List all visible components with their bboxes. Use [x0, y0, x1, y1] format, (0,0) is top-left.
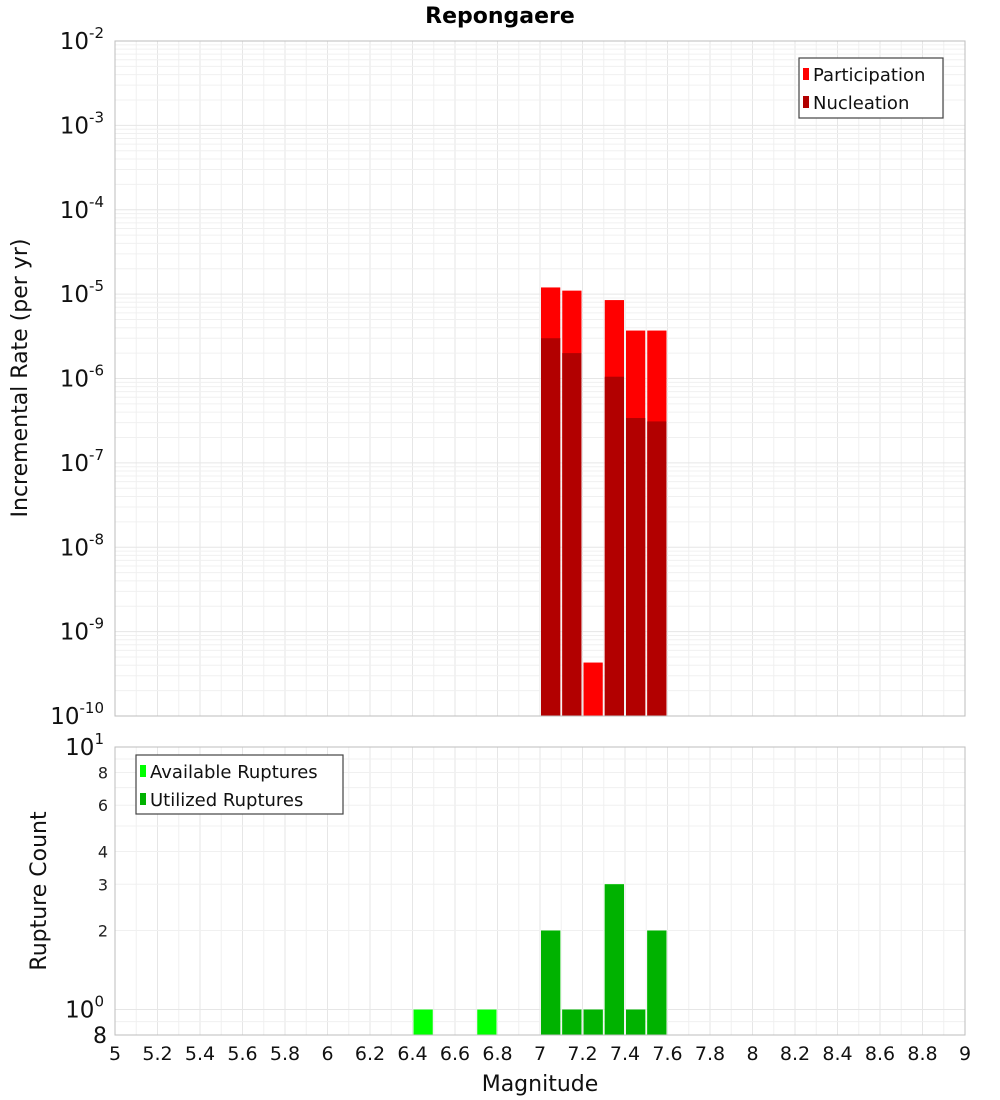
count-bar — [413, 1009, 433, 1035]
rate-y-tick-label: 10-6 — [60, 362, 104, 393]
x-tick-label: 6 — [321, 1043, 333, 1065]
count-bar — [626, 1009, 646, 1035]
x-tick-label: 8.2 — [780, 1043, 810, 1065]
count-bar — [541, 930, 561, 1035]
rate-legend-label: Participation — [813, 65, 925, 86]
rate-y-tick-label: 10-4 — [60, 193, 104, 224]
rate-y-tick-label: 10-8 — [60, 530, 104, 561]
rate-bar — [604, 376, 624, 716]
count-bar — [477, 1009, 497, 1035]
x-tick-label: 6.2 — [355, 1043, 385, 1065]
count-y-axis-label: Rupture Count — [27, 811, 52, 971]
rate-bar — [583, 662, 603, 716]
x-tick-label: 5.8 — [270, 1043, 300, 1065]
count-bar — [562, 1009, 582, 1035]
x-tick-label: 6.4 — [397, 1043, 427, 1065]
count-bar — [647, 930, 667, 1035]
rate-legend-swatch — [803, 96, 809, 108]
x-tick-label: 7 — [534, 1043, 546, 1065]
rate-bar — [626, 418, 646, 716]
rate-y-axis-label: Incremental Rate (per yr) — [8, 239, 33, 518]
count-y-tick-label: 101 — [65, 730, 104, 761]
count-legend-swatch — [140, 765, 146, 777]
x-tick-label: 7.2 — [567, 1043, 597, 1065]
count-legend-label: Utilized Ruptures — [150, 790, 303, 811]
rate-legend-label: Nucleation — [813, 93, 909, 114]
rate-y-tick-label: 10-7 — [60, 446, 104, 477]
count-y-tick-label: 8 — [98, 763, 108, 782]
rate-bar — [562, 353, 582, 716]
chart-title: Repongaere — [425, 4, 575, 29]
count-legend-swatch — [140, 793, 146, 805]
x-tick-label: 6.6 — [440, 1043, 470, 1065]
rate-legend-box — [798, 57, 944, 119]
x-tick-label: 5.6 — [227, 1043, 257, 1065]
rate-bar — [541, 338, 561, 716]
x-tick-label: 8.6 — [865, 1043, 895, 1065]
count-legend-box — [135, 754, 344, 815]
count-y-tick-label: 100 — [65, 993, 104, 1024]
rate-bar — [647, 421, 667, 716]
rate-legend-swatch — [803, 68, 809, 80]
rate-grid — [114, 41, 966, 717]
count-y-tick-label: 6 — [98, 796, 108, 815]
count-bar — [604, 884, 624, 1035]
x-ticks: 5 5.2 5.4 5.6 5.8 6 6.2 6.4 6.6 6.8 7 7.2 7.4 7.6 7.8 8… — [109, 1043, 971, 1065]
x-tick-label: 5.2 — [142, 1043, 172, 1065]
count-y-tick-label: 8 — [93, 1024, 107, 1049]
rate-panel: 10-2 10-3 10-4 10-5 10-6 10-7 10-8 10-9 10-10 In… — [8, 24, 966, 730]
x-tick-label: 8.8 — [907, 1043, 937, 1065]
x-tick-label: 8 — [746, 1043, 758, 1065]
count-plot-frame — [114, 746, 966, 1036]
rate-y-tick-label: 10-10 — [50, 699, 104, 730]
x-tick-label: 7.6 — [652, 1043, 682, 1065]
x-axis-label: Magnitude — [482, 1072, 599, 1097]
count-y-tick-label: 2 — [98, 922, 108, 941]
rate-y-ticks: 10-2 10-3 10-4 10-5 10-6 10-7 10-8 10-9 10-10 — [50, 24, 104, 730]
rate-bars — [541, 287, 667, 716]
x-tick-label: 9 — [959, 1043, 971, 1065]
count-legend: Available Ruptures Utilized Ruptures — [135, 754, 344, 815]
x-tick-label: 5.4 — [185, 1043, 215, 1065]
x-tick-label: 6.8 — [482, 1043, 512, 1065]
rate-y-tick-label: 10-2 — [60, 24, 104, 55]
rate-y-tick-label: 10-5 — [60, 277, 104, 308]
rate-y-tick-label: 10-9 — [60, 615, 104, 646]
count-bars — [413, 884, 667, 1035]
x-tick-label: 7.8 — [695, 1043, 725, 1065]
count-y-tick-label: 3 — [98, 875, 108, 894]
count-legend-label: Available Ruptures — [150, 762, 318, 783]
rate-legend: Participation Nucleation — [798, 57, 944, 119]
x-tick-label: 7.4 — [610, 1043, 640, 1065]
x-tick-label: 5 — [109, 1043, 121, 1065]
rate-y-tick-label: 10-3 — [60, 108, 104, 139]
count-bar — [583, 1009, 603, 1035]
count-y-tick-label: 4 — [98, 842, 108, 861]
rate-plot-frame — [114, 40, 966, 717]
x-tick-label: 8.4 — [822, 1043, 852, 1065]
